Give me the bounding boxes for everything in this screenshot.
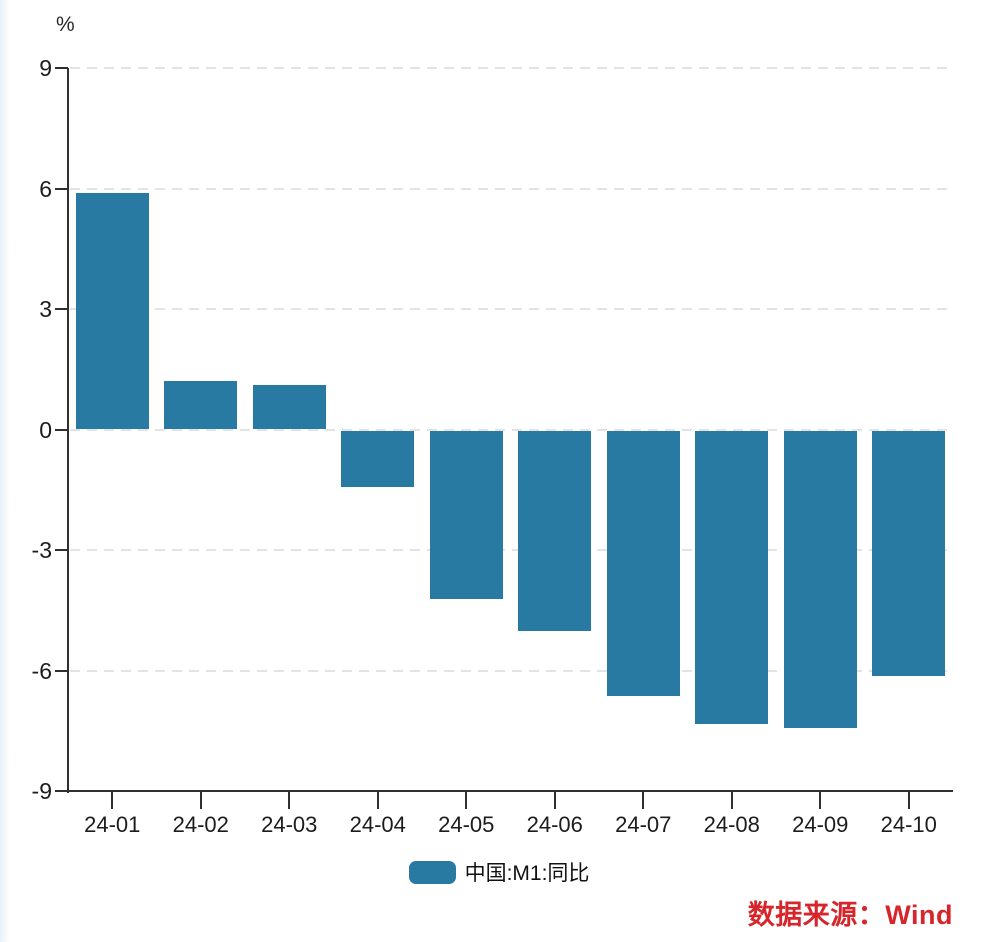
y-axis-unit-label: % bbox=[56, 13, 75, 36]
bar-24-09 bbox=[783, 430, 857, 728]
gridline-y-6 bbox=[70, 187, 953, 190]
y-tick-label--3: -3 bbox=[31, 537, 52, 563]
legend-swatch bbox=[408, 860, 456, 884]
x-tick-24-10 bbox=[907, 791, 910, 809]
x-tick-24-07 bbox=[642, 791, 645, 809]
bar-24-06 bbox=[518, 430, 592, 632]
bar-24-04 bbox=[341, 430, 415, 487]
bar-24-03 bbox=[252, 385, 326, 430]
x-tick-label-24-01: 24-01 bbox=[84, 812, 141, 837]
x-tick-24-01 bbox=[111, 791, 114, 809]
gridline-y-0 bbox=[70, 428, 953, 431]
x-tick-label-24-09: 24-09 bbox=[792, 812, 849, 837]
x-tick-24-08 bbox=[730, 791, 733, 809]
y-tick-label--9: -9 bbox=[31, 778, 52, 804]
y-tick-3 bbox=[55, 308, 68, 310]
bar-24-08 bbox=[695, 430, 769, 724]
x-tick-24-02 bbox=[199, 791, 202, 809]
bar-24-01 bbox=[75, 192, 149, 430]
y-tick-label-3: 3 bbox=[39, 296, 52, 322]
y-tick-label-6: 6 bbox=[39, 175, 52, 202]
x-tick-24-05 bbox=[465, 791, 468, 809]
gridline-y--3 bbox=[70, 549, 953, 551]
x-tick-label-24-05: 24-05 bbox=[438, 812, 495, 837]
x-axis-line bbox=[67, 790, 953, 792]
x-tick-label-24-06: 24-06 bbox=[526, 812, 583, 837]
x-tick-24-04 bbox=[376, 791, 379, 809]
gridline-y-3 bbox=[70, 308, 953, 310]
y-tick--9 bbox=[55, 790, 68, 792]
legend-series-label: 中国:M1:同比 bbox=[464, 862, 590, 885]
x-tick-label-24-10: 24-10 bbox=[880, 812, 937, 837]
gridline-y-9 bbox=[70, 67, 953, 69]
y-tick-label-9: 9 bbox=[39, 55, 52, 81]
bar-24-07 bbox=[606, 430, 680, 696]
x-tick-24-09 bbox=[819, 791, 822, 809]
x-tick-label-24-07: 24-07 bbox=[615, 812, 672, 837]
y-axis-line bbox=[67, 68, 69, 793]
x-tick-label-24-03: 24-03 bbox=[261, 812, 318, 837]
y-tick-label--6: -6 bbox=[31, 657, 52, 684]
y-tick-9 bbox=[55, 67, 68, 69]
x-tick-label-24-02: 24-02 bbox=[172, 812, 229, 837]
bar-24-05 bbox=[429, 430, 503, 600]
x-tick-24-03 bbox=[288, 791, 291, 809]
y-tick-label-0: 0 bbox=[39, 416, 52, 443]
y-tick-6 bbox=[55, 187, 68, 190]
y-tick-0 bbox=[55, 428, 68, 431]
y-tick--6 bbox=[55, 669, 68, 672]
x-tick-label-24-08: 24-08 bbox=[703, 812, 760, 837]
bar-24-02 bbox=[164, 381, 238, 430]
bar-24-10 bbox=[872, 430, 946, 676]
chart-legend: 中国:M1:同比 bbox=[0, 857, 998, 887]
data-source-note: 数据来源：Wind bbox=[747, 900, 953, 930]
gridline-y--6 bbox=[70, 669, 953, 672]
y-tick--3 bbox=[55, 549, 68, 551]
x-tick-label-24-04: 24-04 bbox=[349, 812, 406, 837]
x-tick-24-06 bbox=[553, 791, 556, 809]
